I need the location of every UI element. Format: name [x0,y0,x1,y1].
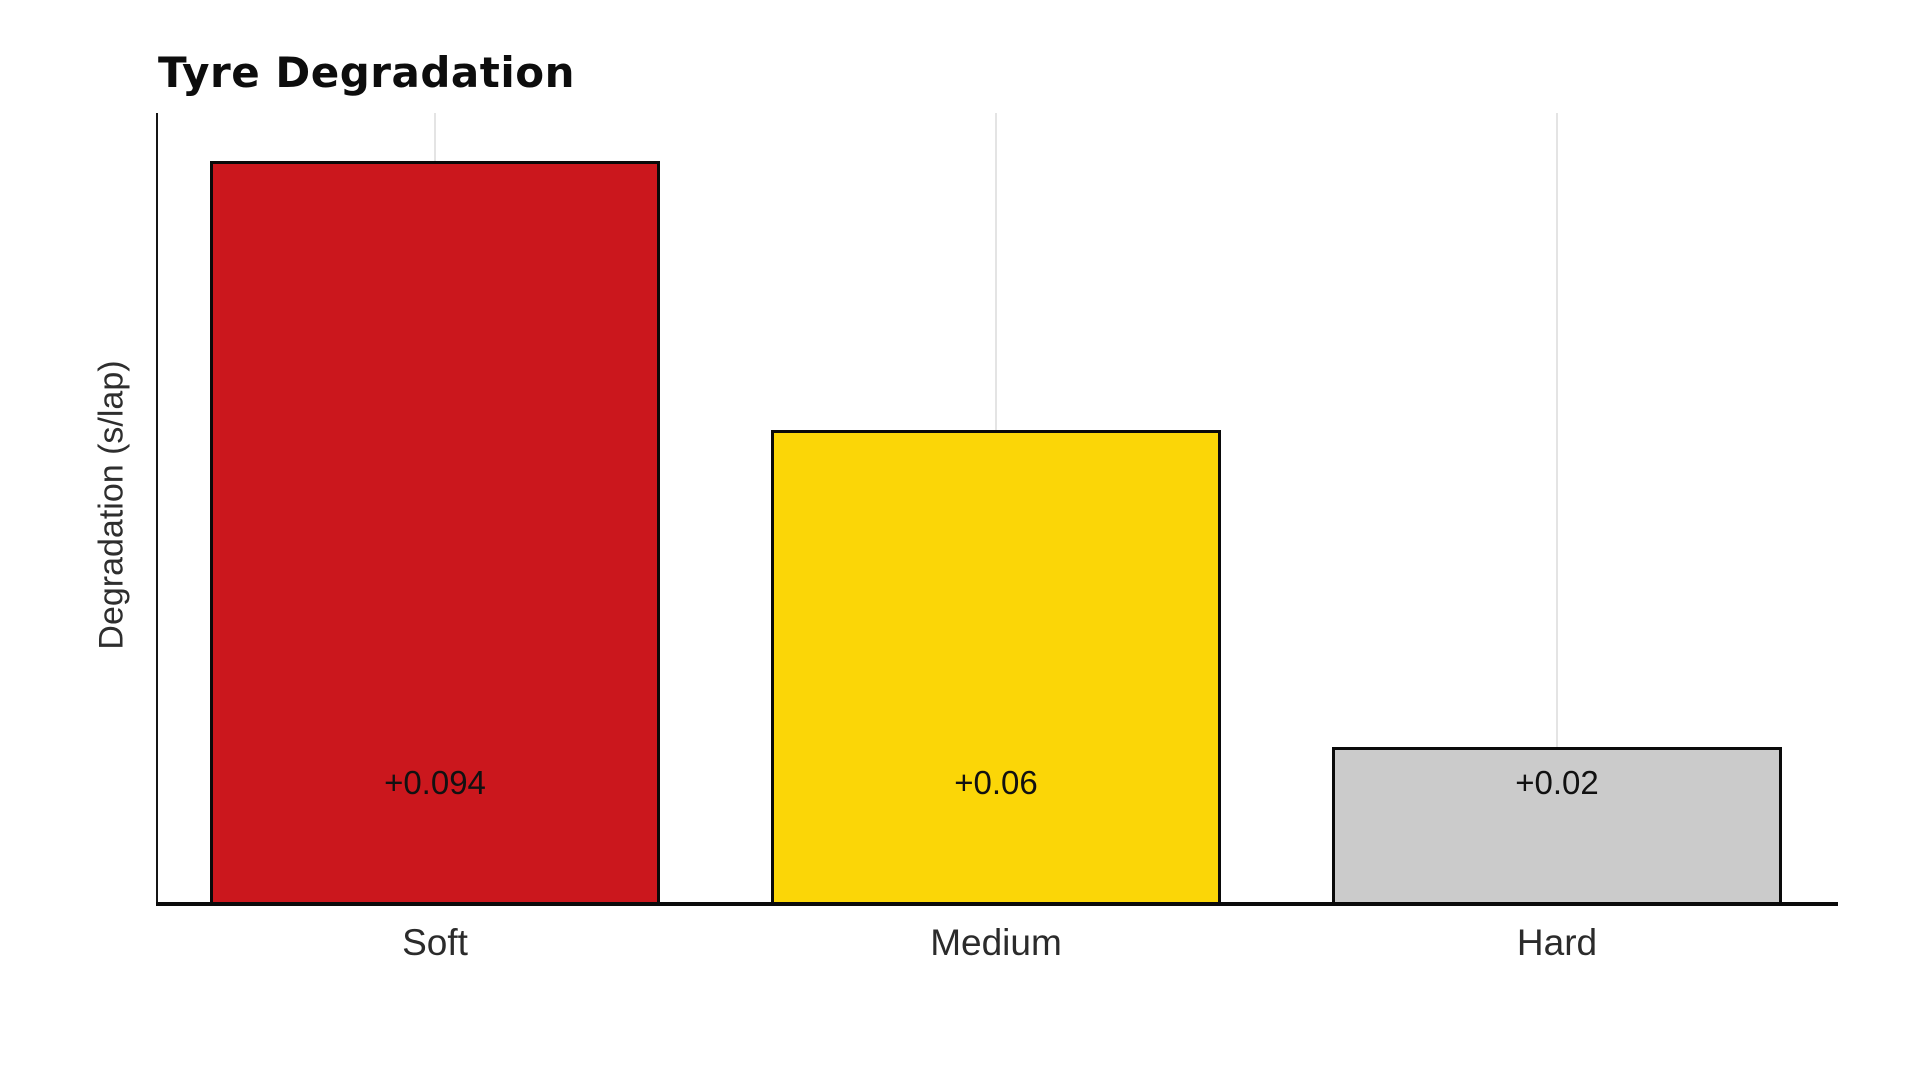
x-tick-label-soft: Soft [402,922,468,963]
y-axis-label: Degradation (s/lap) [92,360,131,650]
bar-value-label-medium: +0.06 [954,764,1038,801]
y-axis-line [156,113,158,906]
x-axis-line [156,902,1838,906]
gridline-hard [1556,113,1558,902]
x-tick-label-medium: Medium [930,922,1062,963]
bar-value-label-hard: +0.02 [1515,764,1599,801]
bar-medium: +0.06 [771,430,1221,906]
bar-hard: +0.02 [1332,747,1782,906]
plot-area: +0.094 +0.06 +0.02 [156,113,1838,906]
bar-soft: +0.094 [210,161,660,906]
chart-title: Tyre Degradation [158,48,575,97]
bar-value-label-soft: +0.094 [384,764,486,801]
x-tick-label-hard: Hard [1516,922,1598,963]
